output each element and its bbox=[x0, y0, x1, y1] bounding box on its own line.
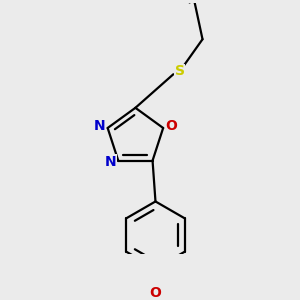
Text: S: S bbox=[175, 64, 185, 78]
Text: N: N bbox=[94, 119, 105, 133]
Text: O: O bbox=[165, 119, 177, 133]
Text: O: O bbox=[149, 286, 161, 300]
Text: N: N bbox=[104, 155, 116, 169]
